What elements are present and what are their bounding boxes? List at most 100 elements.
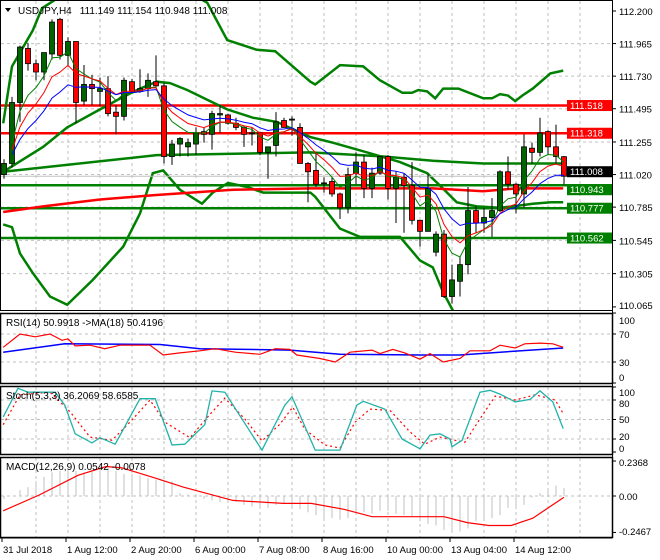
candle[interactable] (49, 19, 55, 60)
stochastic-header: Stoch(5,3,3) 36.2069 58.6585 (6, 391, 139, 402)
candle[interactable] (9, 96, 15, 168)
indicator-axis-label: -0.2467 (619, 527, 651, 538)
price-panel[interactable] (0, 0, 612, 380)
candle[interactable] (481, 207, 487, 233)
candle-body-bear (297, 127, 303, 164)
candle[interactable] (425, 174, 431, 232)
candle-body-bull (249, 132, 255, 135)
candle[interactable] (81, 65, 87, 106)
ema-mid-line (11, 64, 565, 244)
candle[interactable] (305, 162, 311, 203)
candle[interactable] (329, 177, 335, 197)
macd-signal-line (2, 465, 565, 527)
candle[interactable] (553, 124, 559, 164)
stochastic-panel[interactable] (1, 387, 612, 454)
long-moving-average-green (3, 151, 564, 174)
ema-slow-line (11, 84, 565, 227)
candle-body-bull (185, 142, 191, 148)
candle-body-bear (385, 156, 391, 189)
candle[interactable] (153, 55, 159, 89)
indicator-axis-label: 100 (619, 316, 635, 327)
macd-panel[interactable] (1, 458, 612, 537)
candle-body-bull (449, 279, 455, 297)
candle-body-bull (489, 210, 495, 218)
candle[interactable] (529, 142, 535, 164)
indicator-axis-label: 70 (619, 330, 630, 341)
candle[interactable] (441, 229, 447, 298)
candle[interactable] (281, 117, 287, 128)
price-axis-label: 111.730 (619, 72, 652, 83)
rsi-panel[interactable] (1, 314, 612, 383)
indicator-axis-label: 100 (619, 388, 635, 399)
candle[interactable] (121, 77, 127, 121)
indicator-axis-label: 0.2368 (619, 458, 648, 469)
candle[interactable] (537, 117, 543, 157)
candle-body-bull (265, 146, 271, 153)
candle-body-bull (537, 132, 543, 153)
indicator-axis-label: 0 (619, 373, 624, 384)
candle[interactable] (89, 74, 95, 106)
candle[interactable] (73, 41, 79, 124)
candle[interactable] (313, 152, 319, 188)
candle[interactable] (1, 159, 7, 179)
candle[interactable] (345, 167, 351, 214)
candle[interactable] (169, 139, 175, 165)
collapse-triangle-icon[interactable] (5, 8, 11, 12)
candle[interactable] (57, 17, 63, 60)
price-axis-label: 112.200 (619, 7, 653, 18)
candle[interactable] (217, 105, 223, 133)
candle[interactable] (417, 219, 423, 247)
candle-body-bear (529, 147, 535, 153)
candle[interactable] (497, 170, 503, 212)
candle-body-bull (425, 188, 431, 232)
candle[interactable] (289, 116, 295, 136)
candle[interactable] (433, 231, 439, 257)
candle-body-bear (313, 169, 319, 185)
candle-body-bull (217, 113, 223, 116)
candle[interactable] (489, 198, 495, 237)
candle[interactable] (369, 167, 375, 199)
candle[interactable] (337, 192, 343, 219)
candle[interactable] (457, 256, 463, 297)
candle-body-bull (41, 52, 47, 73)
candle[interactable] (449, 264, 455, 304)
stochastic-main-line (2, 387, 564, 452)
current-price-label: 111.008 (570, 167, 603, 178)
level-price-label: 111.318 (570, 129, 603, 140)
candle[interactable] (265, 146, 271, 179)
candle[interactable] (161, 83, 167, 164)
rsi-ma-line (3, 343, 564, 356)
candle[interactable] (321, 177, 327, 193)
candle[interactable] (33, 59, 39, 81)
candle-body-bull (433, 233, 439, 253)
indicator-axis-label: 50 (619, 415, 630, 426)
candle[interactable] (545, 130, 551, 156)
candle[interactable] (297, 123, 303, 164)
candle-body-bull (457, 264, 463, 282)
candle[interactable] (113, 105, 119, 135)
candle[interactable] (249, 127, 255, 146)
candle-body-bull (393, 176, 399, 189)
candle[interactable] (17, 45, 23, 122)
candle-body-bull (49, 21, 55, 55)
level-price-label-box (567, 127, 612, 139)
candle[interactable] (385, 155, 391, 200)
rsi-header: RSI(14) 50.9918 ->MA(18) 50.4196 (6, 318, 163, 329)
candle[interactable] (25, 42, 31, 71)
candle[interactable] (185, 138, 191, 157)
candle-body-bear (409, 185, 415, 221)
candle-body-bull (97, 88, 103, 92)
candle[interactable] (513, 182, 519, 214)
candle-body-bull (17, 46, 23, 103)
level-price-label-box (567, 202, 612, 214)
candle[interactable] (177, 137, 183, 157)
candle[interactable] (521, 134, 527, 208)
stochastic-panel-frame (0, 385, 614, 456)
price-axis-label: 110.545 (619, 236, 653, 247)
macd-header: MACD(12,26,9) 0.0542 -0.0078 (6, 462, 146, 473)
candle[interactable] (505, 156, 511, 190)
candle-body-bear (153, 81, 159, 87)
